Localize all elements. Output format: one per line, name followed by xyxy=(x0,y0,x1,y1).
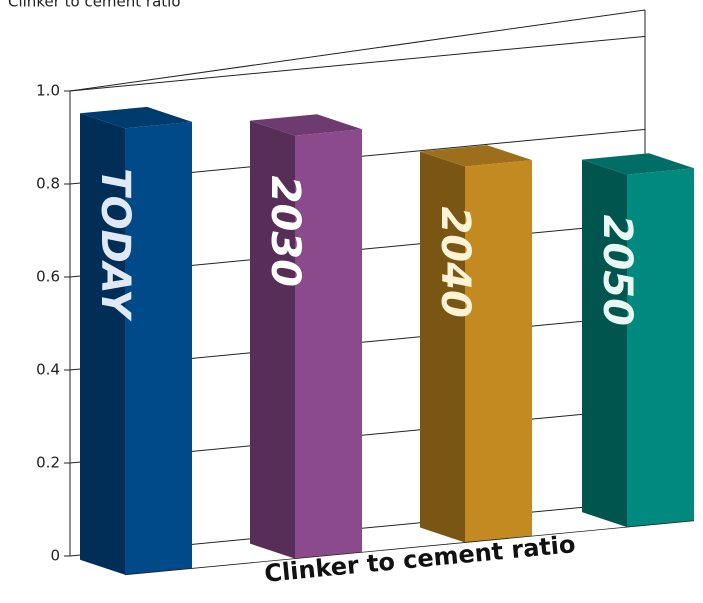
bar xyxy=(582,153,694,528)
grid-line xyxy=(69,35,646,92)
bar-front xyxy=(125,121,192,575)
floor-line xyxy=(124,520,695,576)
bar-top xyxy=(250,114,362,136)
bar-label: 2050 xyxy=(594,215,640,326)
chart-title: Clinker to cement ratio xyxy=(8,0,181,11)
y-tick-label: 1.0 xyxy=(36,82,60,100)
bar-side xyxy=(420,151,465,543)
bar-top xyxy=(582,153,694,175)
bar xyxy=(420,145,532,543)
bar-side xyxy=(582,159,627,528)
bar-side xyxy=(250,120,295,559)
y-tick-label: 0.8 xyxy=(36,175,60,193)
bar-front xyxy=(465,160,532,543)
bar-label: 2030 xyxy=(262,176,308,287)
y-tick-label: 0 xyxy=(50,547,60,565)
bar-top xyxy=(80,106,192,129)
bar-top xyxy=(420,145,532,167)
bar-label: TODAY xyxy=(92,168,138,322)
bar xyxy=(80,106,192,575)
bar xyxy=(250,114,362,559)
bar-front xyxy=(295,129,362,559)
bar-front xyxy=(627,168,694,528)
y-tick-label: 0.6 xyxy=(36,268,60,286)
y-tick-label: 0.4 xyxy=(36,361,60,379)
bar-side xyxy=(80,113,125,575)
wall-top xyxy=(69,9,646,92)
y-tick-label: 0.2 xyxy=(36,454,60,472)
bar-label: 2040 xyxy=(432,206,478,317)
